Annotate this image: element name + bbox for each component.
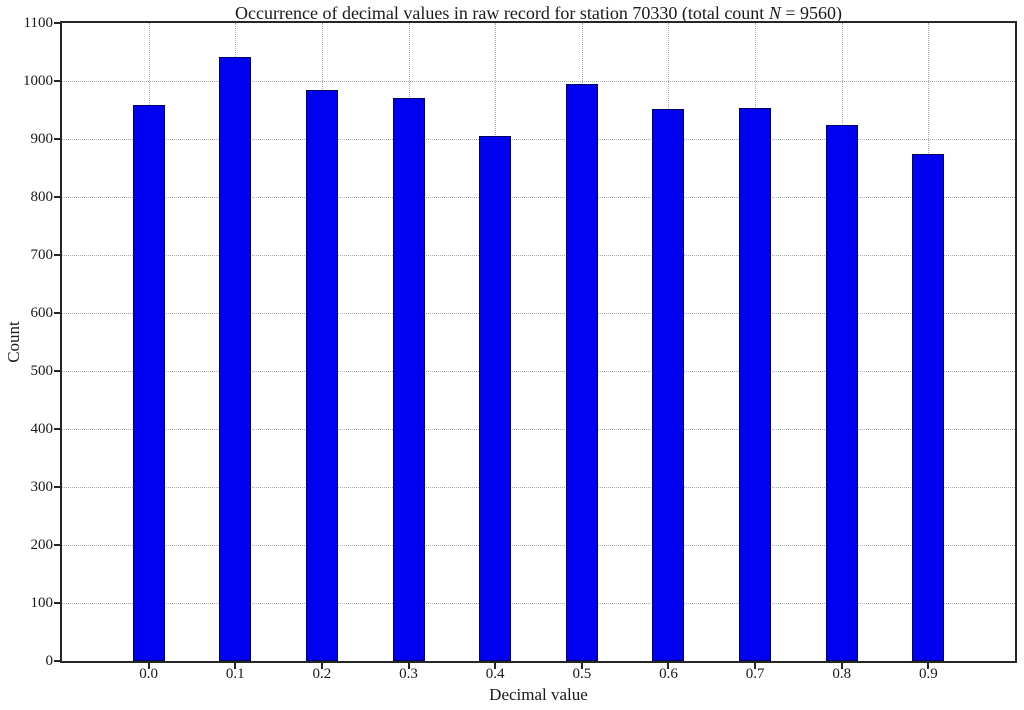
- y-tick-label: 1000: [23, 73, 53, 89]
- x-tick-label: 0.0: [139, 666, 158, 682]
- h-gridline: [62, 371, 1015, 372]
- bar-0.9: [912, 154, 945, 661]
- bar-0.6: [652, 109, 685, 661]
- y-tick-label: 400: [30, 421, 54, 437]
- y-tick-mark: [54, 428, 60, 430]
- x-tick-label: 0.7: [745, 666, 765, 682]
- y-tick-mark: [54, 138, 60, 140]
- x-tick-label: 0.1: [225, 666, 245, 682]
- h-gridline: [62, 429, 1015, 430]
- x-tick-mark: [494, 663, 497, 669]
- plot-area: [54, 21, 1017, 669]
- y-tick-label: 0: [45, 653, 54, 669]
- y-tick-mark: [54, 486, 60, 488]
- h-gridline: [62, 313, 1015, 314]
- y-tick-label: 300: [30, 479, 54, 495]
- y-tick-label: 500: [30, 363, 54, 379]
- chart-title-suffix: = 9560): [780, 3, 842, 23]
- bar-0.1: [219, 56, 252, 661]
- bar-0.3: [392, 98, 425, 661]
- x-tick-label: 0.8: [832, 666, 852, 682]
- bar-0.7: [739, 107, 772, 661]
- x-tick-mark: [407, 663, 410, 669]
- y-tick-mark: [54, 660, 60, 662]
- x-tick-label: 0.6: [659, 666, 678, 682]
- x-tick-label: 0.4: [485, 666, 505, 682]
- x-tick-label: 0.9: [918, 666, 938, 682]
- y-tick-mark: [54, 80, 60, 82]
- x-axis-label: Decimal value: [489, 685, 588, 704]
- y-tick-mark: [54, 312, 60, 314]
- x-tick-mark: [754, 663, 757, 669]
- x-tick-mark: [840, 663, 843, 669]
- x-tick-label: 0.3: [399, 666, 418, 682]
- x-tick-mark: [147, 663, 150, 669]
- y-tick-label: 100: [30, 595, 54, 611]
- y-tick-label: 200: [30, 537, 54, 553]
- chart-title: Occurrence of decimal values in raw reco…: [62, 3, 1015, 24]
- x-tick-label: 0.5: [572, 666, 592, 682]
- chart-title-math-symbol: N: [768, 3, 781, 23]
- h-gridline: [62, 255, 1015, 256]
- x-tick-mark: [320, 663, 323, 669]
- chart-title-text: Occurrence of decimal values in raw reco…: [235, 3, 769, 23]
- y-tick-mark: [54, 196, 60, 198]
- x-tick-mark: [667, 663, 670, 669]
- bar-0.2: [305, 89, 338, 661]
- bar-0.4: [479, 135, 512, 661]
- h-gridline: [62, 81, 1015, 82]
- y-tick-label: 900: [30, 131, 54, 147]
- y-tick-mark: [54, 370, 60, 372]
- x-tick-mark: [234, 663, 237, 669]
- x-tick-mark: [580, 663, 583, 669]
- x-tick-label: 0.2: [312, 666, 332, 682]
- y-axis-label: Count: [4, 321, 23, 363]
- y-tick-label: 700: [30, 247, 54, 263]
- y-tick-mark: [54, 602, 60, 604]
- y-tick-mark: [54, 544, 60, 546]
- h-gridline: [62, 487, 1015, 488]
- bar-0.5: [565, 83, 598, 661]
- y-tick-mark: [54, 22, 60, 24]
- bar-0.8: [825, 125, 858, 661]
- h-gridline: [62, 139, 1015, 140]
- h-gridline: [62, 603, 1015, 604]
- y-tick-label: 800: [30, 189, 54, 205]
- h-gridline: [62, 197, 1015, 198]
- y-tick-mark: [54, 254, 60, 256]
- h-gridline: [62, 545, 1015, 546]
- x-tick-mark: [927, 663, 930, 669]
- y-tick-label: 600: [30, 305, 54, 321]
- bar-0.0: [132, 104, 165, 661]
- y-tick-label: 1100: [23, 15, 53, 31]
